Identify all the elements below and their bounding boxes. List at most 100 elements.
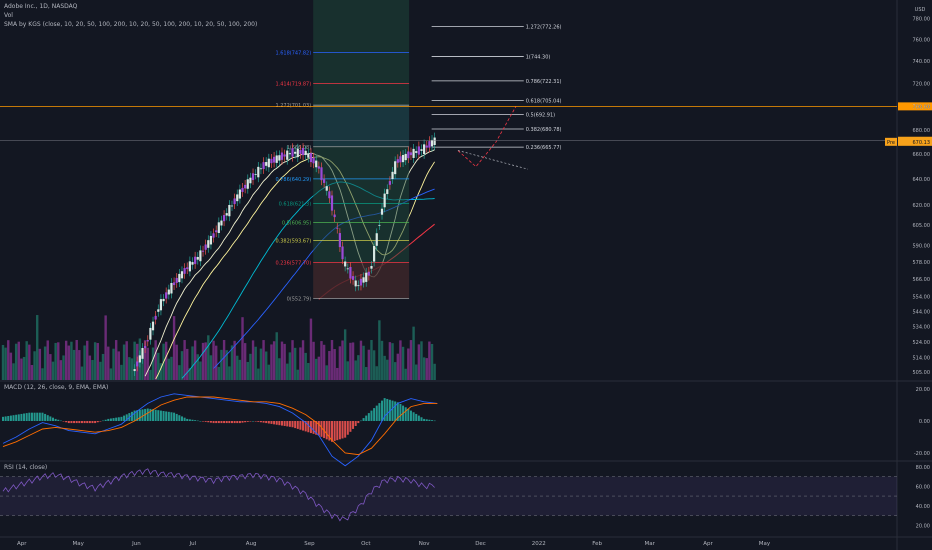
candle-body — [375, 233, 378, 246]
volume-bar — [149, 369, 152, 380]
macd-histogram-bar — [336, 421, 339, 441]
macd-histogram-bar — [199, 421, 202, 422]
candle-body — [272, 156, 276, 163]
volume-bar — [336, 367, 339, 380]
volume-bar — [286, 363, 289, 380]
volume-bar — [333, 349, 336, 380]
candle-body — [320, 167, 323, 181]
volume-bar — [393, 362, 397, 380]
macd-histogram-bar — [333, 421, 336, 441]
y-tick-label: 620.00 — [913, 203, 931, 209]
macd-histogram-bar — [373, 408, 376, 421]
volume-bar — [233, 340, 236, 380]
candle-body — [141, 348, 144, 359]
candle-body — [412, 148, 415, 158]
volume-bar — [275, 332, 278, 380]
sma-legend: SMA by KGS (close, 10, 20, 50, 100, 200,… — [4, 21, 258, 28]
volume-bar — [338, 346, 342, 380]
volume-bar — [412, 326, 415, 380]
macd-histogram-bar — [428, 419, 431, 421]
macd-histogram-bar — [33, 412, 36, 421]
candle-body — [336, 227, 339, 229]
volume-bar — [133, 341, 136, 380]
y-tick-label: 720.00 — [913, 81, 931, 87]
volume-bar — [209, 355, 213, 380]
candle-body — [344, 261, 347, 267]
volume-bar — [359, 340, 363, 380]
y-tick-label: 680.00 — [913, 128, 931, 134]
fib-level-label: 0.236(577.70) — [275, 261, 311, 267]
volume-bar — [243, 343, 247, 380]
x-tick-label: Oct — [361, 541, 371, 547]
volume-bar — [343, 329, 347, 380]
macd-histogram-bar — [391, 400, 394, 421]
y-tick-label: 566.00 — [913, 277, 931, 283]
macd-histogram-bar — [130, 411, 133, 421]
macd-histogram-bar — [49, 416, 52, 421]
macd-histogram-bar — [273, 421, 276, 425]
candle-body — [323, 179, 326, 183]
candle-body — [270, 158, 273, 164]
macd-histogram-bar — [196, 420, 199, 422]
price-marker — [898, 102, 932, 111]
volume-bar — [225, 350, 228, 380]
macd-tick-label: -20.00 — [914, 451, 930, 457]
macd-histogram-bar — [170, 412, 173, 421]
macd-histogram-bar — [230, 421, 233, 424]
macd-histogram-bar — [54, 418, 57, 421]
fib-zone — [313, 105, 410, 147]
volume-bar — [388, 342, 392, 380]
y-tick-label: 524.00 — [913, 340, 931, 346]
macd-histogram-bar — [115, 417, 118, 421]
macd-histogram-bar — [175, 413, 178, 421]
candle-body — [275, 155, 278, 163]
volume-bar — [151, 347, 155, 380]
candle-body — [351, 276, 355, 280]
fib-level-label: 0.618(621.3) — [279, 201, 312, 207]
candle-body — [249, 177, 252, 184]
macd-histogram-bar — [83, 421, 86, 424]
macd-histogram-bar — [249, 421, 252, 422]
volume-bar — [170, 356, 173, 380]
macd-histogram-bar — [412, 412, 415, 421]
symbol-title: Adobe Inc., 1D, NASDAQ — [4, 3, 78, 10]
candle-body — [407, 151, 410, 159]
volume-bar — [51, 361, 55, 380]
macd-histogram-bar — [191, 419, 194, 421]
macd-histogram-bar — [96, 421, 99, 423]
macd-histogram-bar — [294, 421, 297, 429]
volume-bar — [430, 343, 434, 380]
volume-bar — [354, 360, 357, 380]
fib-level-label: 1.414(719.87) — [275, 82, 311, 88]
candle-body — [144, 345, 147, 349]
candle-body — [212, 233, 215, 238]
macd-histogram-bar — [7, 416, 10, 421]
candle-body — [430, 139, 434, 147]
macd-histogram-bar — [302, 421, 305, 431]
macd-histogram-bar — [267, 421, 270, 424]
volume-bar — [191, 346, 194, 380]
volume-bar — [1, 345, 5, 380]
macd-histogram-bar — [244, 421, 247, 423]
volume-bar — [330, 340, 334, 380]
candle-body — [288, 153, 291, 155]
macd-histogram-bar — [120, 416, 123, 421]
macd-histogram-bar — [165, 411, 168, 421]
fib-ext-label: 0.786(722.31) — [526, 79, 562, 85]
macd-histogram-bar — [133, 410, 136, 421]
macd-histogram-bar — [420, 417, 423, 421]
volume-bar — [317, 356, 321, 380]
candle-body — [241, 187, 244, 192]
volume-bar — [415, 364, 418, 380]
candle-body — [265, 162, 268, 166]
fib-ext-label: 1(744.30) — [526, 54, 551, 60]
candle-body — [194, 256, 197, 264]
candle-body — [294, 151, 297, 154]
macd-histogram-bar — [136, 410, 139, 421]
macd-histogram-bar — [46, 415, 49, 421]
volume-bar — [38, 348, 42, 380]
volume-bar — [420, 341, 423, 380]
macd-histogram-bar — [275, 421, 278, 425]
volume-bar — [86, 340, 89, 380]
volume-bar — [296, 369, 299, 380]
